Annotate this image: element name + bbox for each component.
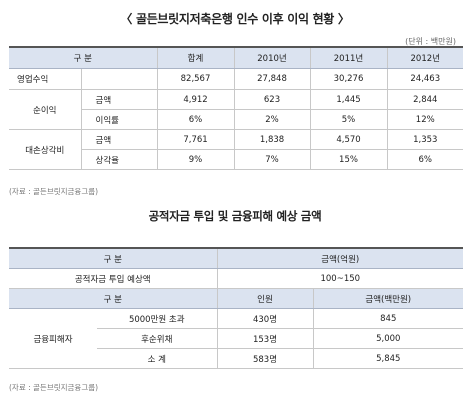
row-sub: 금액: [81, 129, 157, 150]
cell-value: 2,844: [386, 89, 463, 110]
cell-value: 2%: [233, 109, 310, 130]
table1-unit: (단위 : 백만원): [405, 37, 456, 46]
header-2012: 2012년: [386, 47, 463, 69]
damage-table: 구 분 금액(억원) 공적자금 투입 예상액 100~150 구 분 인원 금액…: [9, 247, 464, 369]
cell-value: 583명: [216, 348, 313, 369]
row-sub: [81, 68, 157, 90]
cell-value: 7%: [233, 149, 310, 170]
header-amount: 금액(억원): [216, 248, 464, 269]
row-sub: 5000만원 초과: [97, 308, 217, 329]
row-sub: 금액: [81, 89, 157, 110]
cell-value: 4,570: [309, 129, 387, 150]
table-row: 순이익 금액 4,912 623 1,445 2,844: [9, 89, 463, 130]
header-category: 구 분: [9, 288, 217, 309]
table-header-row: 구 분 합계 2010년 2011년 2012년: [9, 47, 463, 69]
header-amount: 금액(백만원): [312, 288, 464, 309]
row-label: 금융피해자: [9, 308, 97, 369]
table-row: 금융피해자 5000만원 초과 430명 845: [9, 308, 464, 369]
row-sub: 이익률: [81, 109, 157, 130]
table1-title: 〈 골든브릿지저축은행 인수 이후 이익 현황 〉: [120, 12, 350, 26]
cell-value: 6%: [386, 149, 463, 170]
table-row: 상각율 9% 7% 15% 6%: [9, 149, 463, 170]
cell-value: 1,838: [233, 129, 310, 150]
cell-value: 6%: [156, 109, 234, 130]
table-header-row: 구 분 금액(억원): [9, 248, 464, 269]
header-2011: 2011년: [309, 47, 387, 69]
table-header-row: 구 분 인원 금액(백만원): [9, 288, 464, 309]
cell-value: 1,445: [309, 89, 387, 110]
cell-value: 15%: [309, 149, 387, 170]
header-2010: 2010년: [233, 47, 310, 69]
cell-value: 12%: [386, 109, 463, 130]
cell-value: 82,567: [156, 68, 234, 90]
table1-source: (자료 : 골든브릿지금융그룹): [9, 187, 99, 196]
cell-value: 27,848: [233, 68, 310, 90]
row-label: 대손상각비: [9, 129, 82, 170]
cell-value: 5,000: [312, 328, 464, 349]
table2-source: (자료 : 골든브릿지금융그룹): [9, 383, 99, 392]
profit-table: 구 분 합계 2010년 2011년 2012년 영업수익 82,567 27,…: [9, 46, 463, 170]
row-label: 영업수익: [9, 68, 82, 90]
cell-value: 5%: [309, 109, 387, 130]
table2-title: 공적자금 투입 및 금융피해 예상 금액: [148, 209, 322, 223]
cell-value: 153명: [216, 328, 313, 349]
row-label: 순이익: [9, 89, 82, 130]
cell-value: 1,353: [386, 129, 463, 150]
cell-value: 30,276: [309, 68, 387, 90]
cell-value: 5,845: [312, 348, 464, 369]
cell-value: 845: [312, 308, 464, 329]
cell-value: 430명: [216, 308, 313, 329]
table-row: 후순위채 153명 5,000: [9, 328, 464, 349]
row-sub: 상각율: [81, 149, 157, 170]
header-total: 합계: [156, 47, 234, 69]
header-category: 구 분: [9, 248, 217, 269]
row-sub: 후순위채: [97, 328, 217, 349]
table-row: 영업수익 82,567 27,848 30,276 24,463: [9, 68, 463, 90]
cell-value: 9%: [156, 149, 234, 170]
cell-value: 4,912: [156, 89, 234, 110]
cell-value: 7,761: [156, 129, 234, 150]
cell-value: 623: [233, 89, 310, 110]
table-row: 공적자금 투입 예상액 100~150: [9, 268, 464, 289]
cell-value: 24,463: [386, 68, 463, 90]
row-sub: 소 계: [97, 348, 217, 369]
header-category: 구 분: [9, 47, 157, 69]
header-people: 인원: [216, 288, 313, 309]
row-label: 공적자금 투입 예상액: [9, 268, 217, 289]
cell-value: 100~150: [216, 268, 464, 289]
table-row: 소 계 583명 5,845: [9, 348, 464, 369]
table-row: 이익률 6% 2% 5% 12%: [9, 109, 463, 130]
table-row: 대손상각비 금액 7,761 1,838 4,570 1,353: [9, 129, 463, 170]
